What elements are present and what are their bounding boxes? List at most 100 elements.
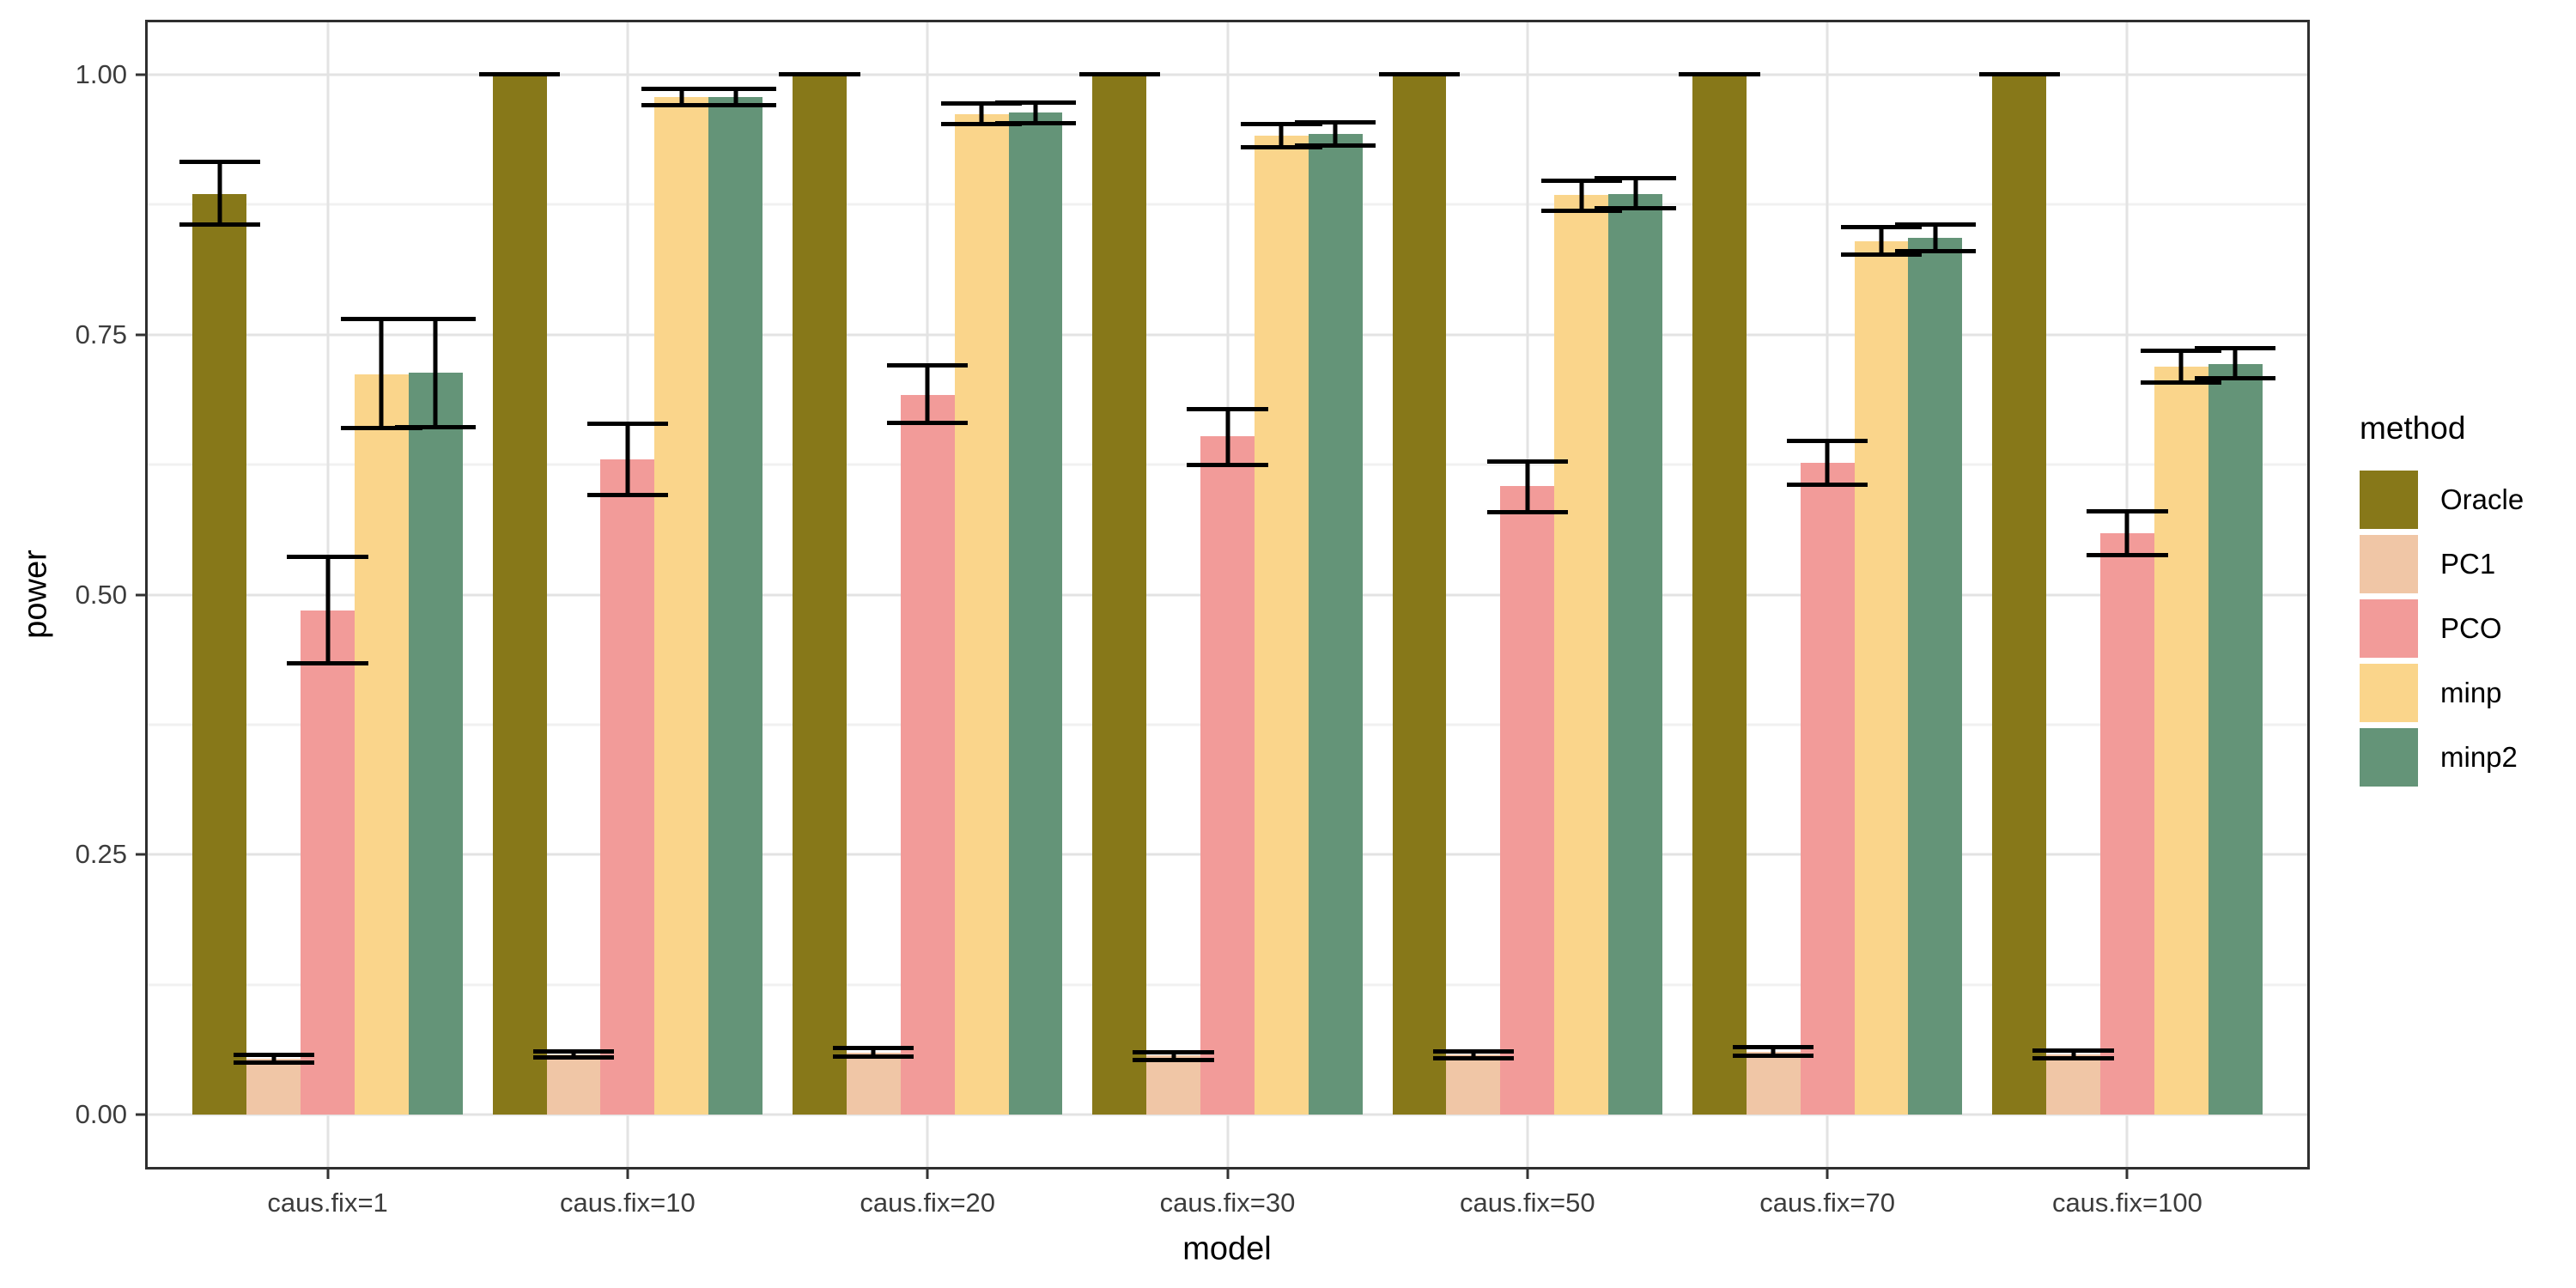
error-bar-stem	[325, 556, 331, 664]
bar-minp2-caus.fix=50	[1608, 193, 1662, 1115]
error-bar-cap	[1295, 143, 1376, 148]
error-bar-cap	[395, 424, 477, 429]
bar-PCO-caus.fix=1	[301, 610, 355, 1115]
error-bar-cap	[341, 316, 422, 321]
error-bar-cap	[179, 159, 260, 164]
legend-item-minp: minp	[2360, 664, 2574, 722]
error-bar-cap	[695, 87, 776, 92]
legend-swatch-Oracle	[2360, 471, 2418, 529]
error-bar-cap	[1187, 407, 1268, 412]
x-axis-tick	[1226, 1167, 1229, 1179]
y-axis-title: power	[17, 550, 54, 639]
bar-minp2-caus.fix=1	[408, 373, 463, 1115]
legend-item-label: Oracle	[2440, 483, 2524, 515]
y-axis-tick	[136, 333, 148, 337]
error-bar-cap	[1679, 72, 1760, 77]
error-bar-cap	[833, 1046, 914, 1051]
bar-minp-caus.fix=10	[654, 97, 709, 1115]
error-bar-cap	[1786, 482, 1868, 487]
bar-PCO-caus.fix=100	[2099, 533, 2154, 1115]
error-bar-cap	[887, 363, 969, 368]
error-bar-stem	[2178, 350, 2184, 383]
error-bar-cap	[1894, 222, 1977, 227]
error-bar-stem	[1033, 102, 1038, 124]
y-tick-label: 0.75	[75, 319, 127, 349]
bar-minp2-caus.fix=10	[708, 97, 763, 1115]
bar-Oracle-caus.fix=20	[793, 74, 847, 1115]
error-bar-cap	[1241, 122, 1322, 127]
y-tick-label: 0.00	[75, 1099, 127, 1130]
legend-item-minp2: minp2	[2360, 728, 2574, 787]
error-bar-cap	[1078, 72, 1160, 77]
x-tick-label: caus.fix=30	[1159, 1188, 1296, 1218]
error-bar-cap	[586, 422, 669, 427]
error-bar-cap	[940, 122, 1023, 127]
legend-item-PC1: PC1	[2360, 535, 2574, 593]
error-bar-cap	[1733, 1045, 1814, 1050]
error-bar-cap	[395, 316, 477, 321]
x-tick-label: caus.fix=100	[2051, 1188, 2202, 1218]
error-bar-cap	[179, 222, 260, 227]
error-bar-cap	[1595, 176, 1676, 181]
plot-panel: caus.fix=1 caus.fix=10 caus.fix=20 caus.fix…	[76, 20, 2310, 1218]
error-bar-cap	[2087, 552, 2168, 557]
error-bar-cap	[1978, 72, 2060, 77]
legend-swatch-minp2	[2360, 728, 2418, 787]
y-tick-label: 1.00	[75, 58, 127, 89]
error-bar-stem	[1825, 440, 1830, 485]
error-bar-cap	[695, 103, 776, 108]
error-bar-cap	[2141, 380, 2222, 385]
x-axis-tick	[1826, 1167, 1829, 1179]
error-bar-cap	[2141, 349, 2222, 354]
bar-PC1-caus.fix=10	[546, 1054, 601, 1115]
error-bar-stem	[571, 1051, 576, 1058]
legend-items: Oracle PC1 PCO minp minp2	[2360, 471, 2574, 787]
error-bar-stem	[271, 1054, 276, 1063]
error-bar-stem	[1933, 224, 1938, 252]
legend-swatch-PC1	[2360, 535, 2418, 593]
error-bar-cap	[233, 1060, 314, 1066]
error-bar-cap	[2087, 509, 2168, 514]
x-axis-tick	[626, 1167, 629, 1179]
error-bar-cap	[1540, 178, 1622, 183]
error-bar-stem	[1771, 1047, 1776, 1056]
error-bar-stem	[1633, 178, 1638, 209]
bar-Oracle-caus.fix=70	[1692, 74, 1747, 1115]
y-axis-tick	[136, 853, 148, 856]
error-bar-cap	[287, 555, 368, 560]
error-bar-cap	[994, 121, 1077, 126]
error-bar-cap	[1786, 438, 1868, 443]
error-bar-cap	[287, 660, 368, 665]
error-bar-cap	[1432, 1056, 1515, 1061]
error-bar-cap	[994, 100, 1077, 105]
error-bar-cap	[532, 1049, 615, 1054]
error-bar-cap	[1733, 1053, 1814, 1058]
error-bar-cap	[1133, 1057, 1214, 1062]
error-bar-stem	[433, 319, 438, 428]
error-bar-cap	[1595, 206, 1676, 211]
error-bar-cap	[1378, 72, 1461, 77]
x-tick-label: caus.fix=70	[1759, 1188, 1895, 1218]
error-bar-cap	[2195, 345, 2276, 350]
bar-PC1-caus.fix=20	[846, 1052, 901, 1115]
error-bar-stem	[1471, 1051, 1476, 1059]
error-bar-cap	[1540, 208, 1622, 213]
x-axis-tick	[326, 1167, 330, 1179]
error-bar-cap	[532, 1055, 615, 1060]
error-bar-stem	[733, 88, 738, 106]
error-bar-stem	[925, 365, 930, 423]
bar-PC1-caus.fix=50	[1446, 1054, 1501, 1115]
bar-minp-caus.fix=1	[355, 374, 409, 1115]
error-bar-cap	[940, 101, 1023, 106]
error-bar-cap	[2032, 1048, 2114, 1053]
legend-title: method	[2360, 410, 2466, 446]
bar-Oracle-caus.fix=100	[1992, 74, 2047, 1115]
error-bar-cap	[1241, 144, 1322, 149]
error-bar-cap	[1187, 462, 1268, 467]
error-bar-stem	[2124, 511, 2129, 556]
bar-Oracle-caus.fix=10	[492, 74, 547, 1115]
x-axis-tick	[1526, 1167, 1529, 1179]
error-bar-cap	[1295, 119, 1376, 125]
bar-PC1-caus.fix=30	[1146, 1055, 1201, 1115]
